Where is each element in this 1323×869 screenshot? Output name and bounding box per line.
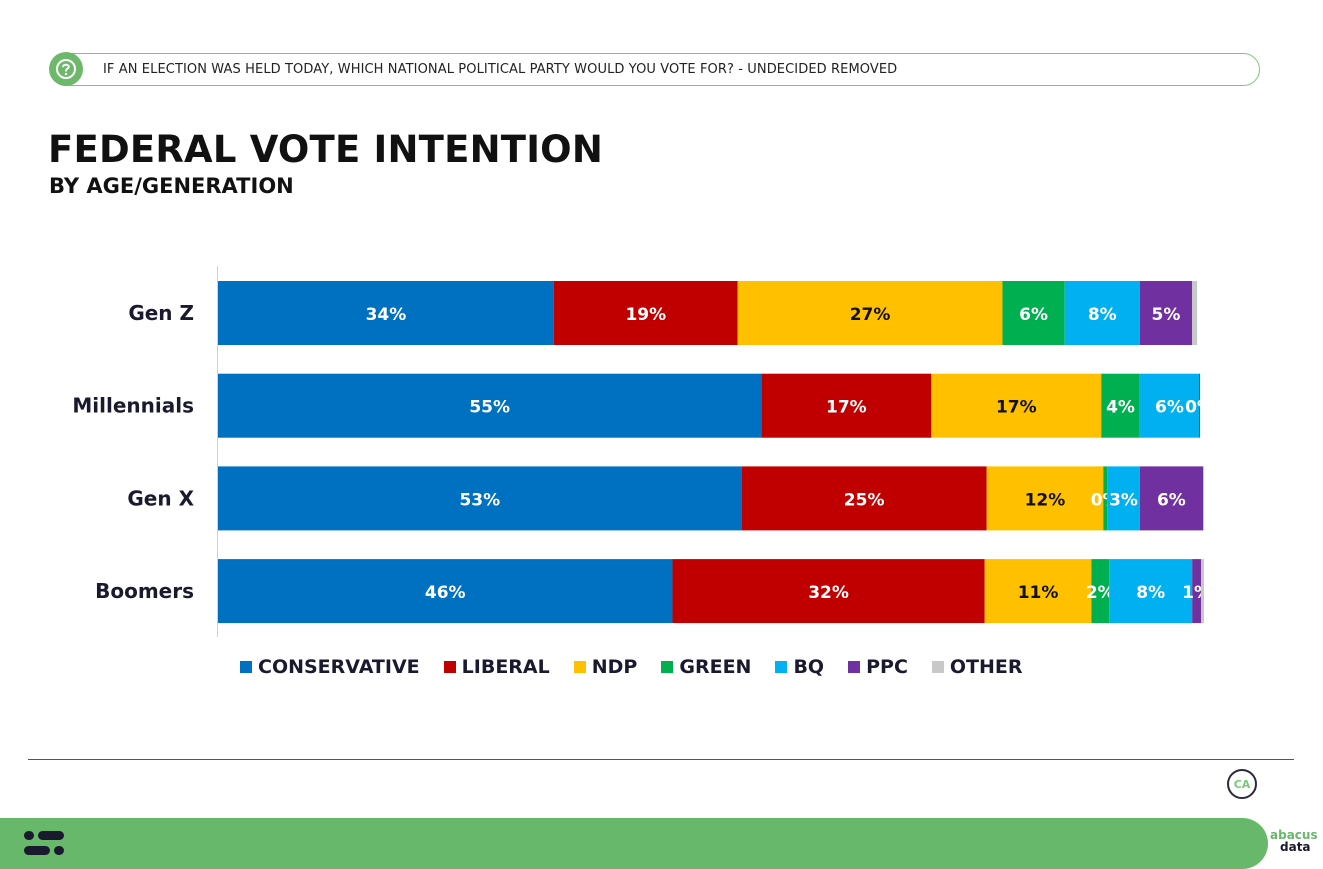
abacus-mark-icon <box>24 831 66 861</box>
bar-segment-ppc <box>1139 281 1193 345</box>
bar-segment-liberal <box>761 373 932 438</box>
category-label: Millennials <box>72 394 194 418</box>
category-label: Gen X <box>127 486 194 510</box>
bar-segment-green <box>1091 559 1110 624</box>
data-label: 19% <box>625 305 666 325</box>
bar-segment-other <box>1192 281 1198 345</box>
data-label: 32% <box>808 583 849 603</box>
data-label: 11% <box>1018 583 1059 603</box>
legend-label: OTHER <box>949 656 1023 678</box>
legend-label: PPC <box>866 656 908 678</box>
data-label: 6% <box>1019 305 1048 325</box>
legend-label: GREEN <box>679 656 752 678</box>
bar-segment-liberal <box>553 281 738 345</box>
data-label: 53% <box>459 490 500 510</box>
data-label: 17% <box>826 398 867 418</box>
legend-swatch <box>661 661 674 673</box>
legend-swatch <box>573 661 586 673</box>
bar-segment-other <box>1203 466 1205 531</box>
bar-segment-green <box>1101 373 1140 438</box>
legend-item: OTHER <box>931 656 1023 678</box>
bar-segment-ppc <box>1192 559 1202 624</box>
legend-item: PPC <box>848 656 908 678</box>
bar-segment-green <box>1002 281 1065 345</box>
data-label: 2% <box>1086 583 1115 603</box>
bar-segment-bq <box>1064 281 1140 345</box>
legend-label: NDP <box>591 656 638 678</box>
bar-segment-bq <box>1139 373 1200 438</box>
bar-segment-green <box>1103 466 1108 531</box>
data-label: 6% <box>1157 490 1186 510</box>
bar-segment-conservative <box>218 466 742 531</box>
bar-segment-conservative <box>218 373 762 438</box>
bar-segment-ndp <box>737 281 1003 345</box>
legend-item: CONSERVATIVE <box>240 656 420 678</box>
data-label: 25% <box>844 490 885 510</box>
ca-badge-text: CA <box>1233 777 1251 791</box>
legend-label: BQ <box>793 656 825 678</box>
bar-segment-other <box>1201 559 1205 624</box>
legend-swatch <box>240 661 252 673</box>
data-label: 6% <box>1155 398 1184 418</box>
data-label: 1% <box>1182 583 1211 603</box>
bar-segment-conservative <box>218 559 673 624</box>
question-banner: IF AN ELECTION WAS HELD TODAY, WHICH NAT… <box>49 52 1260 86</box>
legend-label: CONSERVATIVE <box>258 656 420 678</box>
data-label: 27% <box>850 305 891 325</box>
data-label: 46% <box>425 583 466 603</box>
footer-band <box>0 818 1268 869</box>
legend-item: GREEN <box>661 656 751 678</box>
legend-item: NDP <box>573 656 638 678</box>
chart-title: FEDERAL VOTE INTENTION <box>48 128 603 171</box>
data-label: 34% <box>366 305 407 325</box>
legend-item: LIBERAL <box>443 656 550 678</box>
data-label: 8% <box>1136 583 1165 603</box>
data-label: 0% <box>1185 398 1214 418</box>
data-label: 8% <box>1088 305 1117 325</box>
legend-swatch <box>443 661 456 673</box>
question-bubble-icon <box>49 52 83 86</box>
legend-swatch <box>848 661 861 673</box>
data-label: 5% <box>1152 305 1181 325</box>
bar-segment-conservative <box>218 281 554 345</box>
footer-divider <box>28 759 1294 760</box>
question-text: IF AN ELECTION WAS HELD TODAY, WHICH NAT… <box>103 62 898 77</box>
bar-segment-ndp <box>984 559 1092 624</box>
legend-swatch <box>775 661 788 673</box>
brand-line-2: data <box>1280 840 1311 854</box>
bar-segment-bq <box>1107 466 1140 531</box>
bar-segment-ppc <box>1139 466 1204 531</box>
bar-segment-bq <box>1109 559 1193 624</box>
chart-legend: CONSERVATIVE LIBERAL NDP GREEN BQ PPC OTHER <box>240 656 1023 678</box>
brand-logo: abacus data <box>1270 829 1318 853</box>
chart-subtitle: BY AGE/GENERATION <box>49 174 294 198</box>
legend-item: BQ <box>775 656 824 678</box>
data-label: 4% <box>1106 398 1135 418</box>
data-label: 12% <box>1025 490 1066 510</box>
data-label: 3% <box>1109 490 1138 510</box>
legend-swatch <box>931 661 944 673</box>
brand-line-1: abacus <box>1270 828 1318 842</box>
category-label: Gen Z <box>128 301 194 325</box>
legend-label: LIBERAL <box>461 656 550 678</box>
category-label: Boomers <box>95 579 194 603</box>
bar-segment-ppc <box>1199 373 1201 438</box>
bar-segment-liberal <box>741 466 987 531</box>
data-label: 17% <box>996 398 1037 418</box>
ca-badge-icon: CA <box>1227 769 1257 799</box>
bar-segment-liberal <box>672 559 985 624</box>
bar-segment-ndp <box>931 373 1102 438</box>
bar-segment-ndp <box>986 466 1104 531</box>
data-label: 55% <box>469 398 510 418</box>
stacked-bar-chart: Gen Z 34% 19% 27% 6% 8% 5% Millennials 55% 17% 17%… <box>72 266 1214 637</box>
